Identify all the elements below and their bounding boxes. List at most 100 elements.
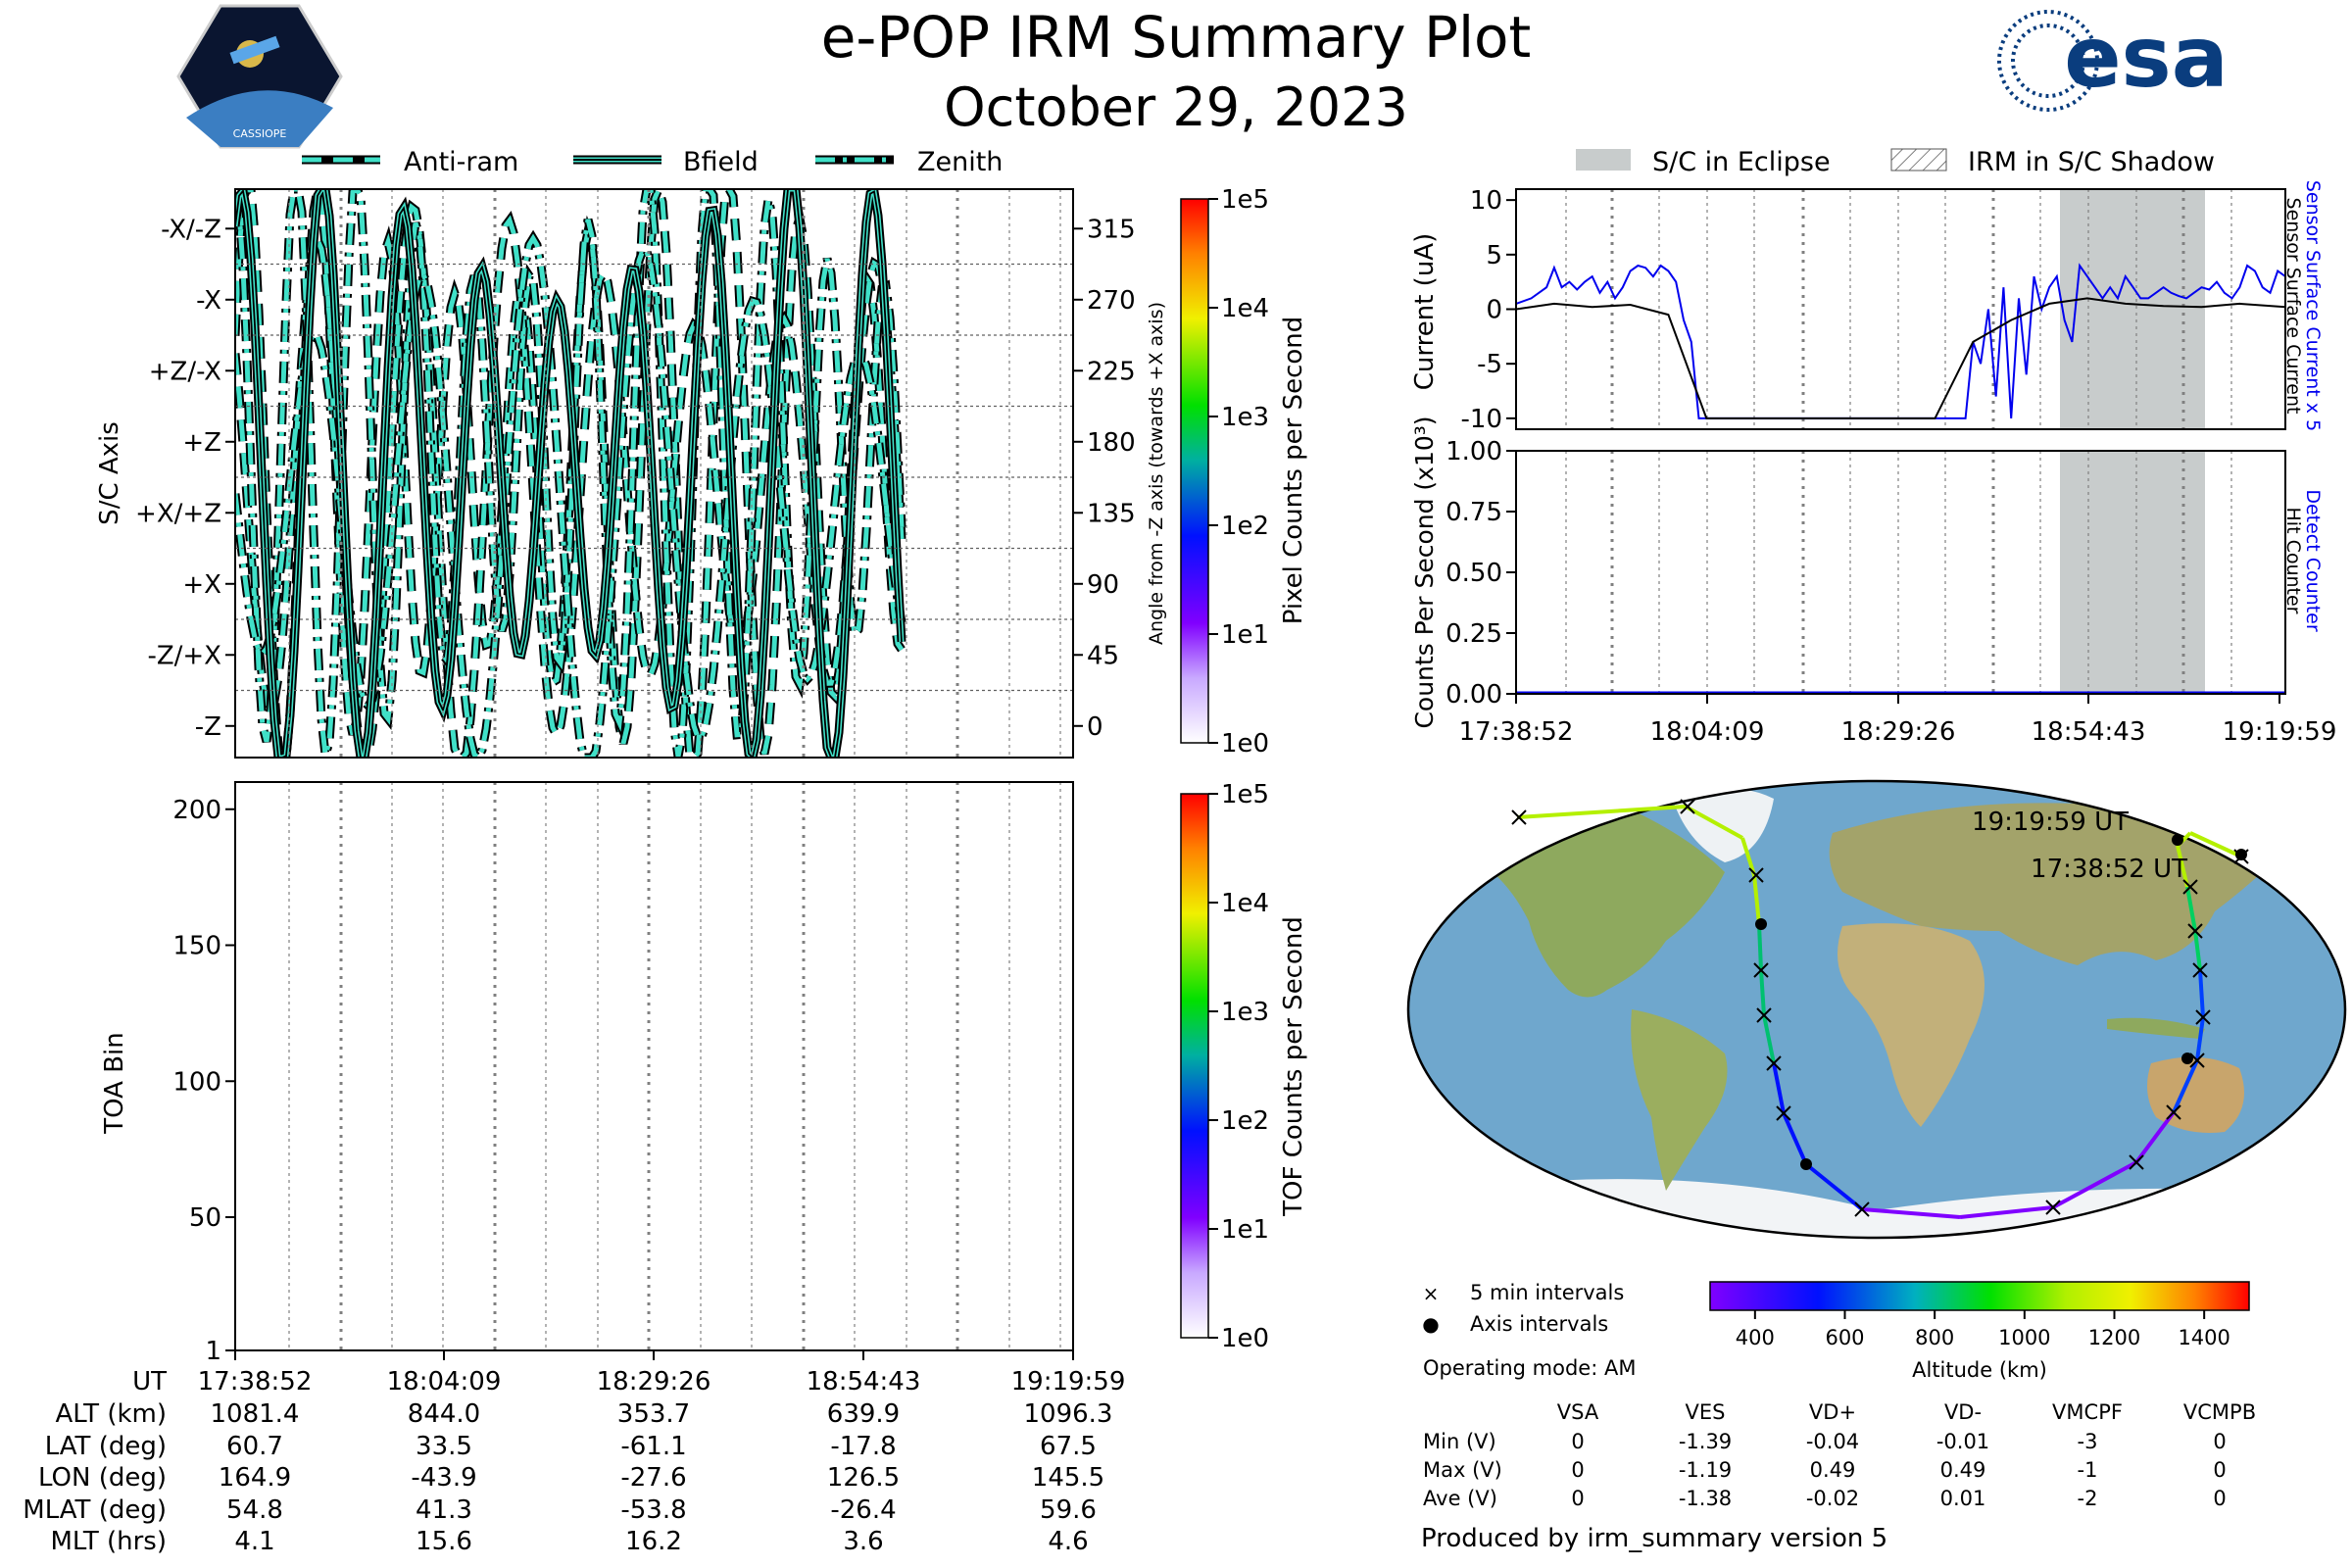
pixel-colorbar: 1e0 1e1 1e2 1e3 1e4 1e5 Pixel Counts per Seco… bbox=[1180, 185, 1308, 759]
ephemeris-cell: -53.8 bbox=[620, 1495, 686, 1525]
sc-axis-category-label: +Z bbox=[182, 428, 221, 458]
sc-axis-panel: -Z -Z/+X +X +X/+Z +Z +Z/-X -X -X/-Z 0 45 90 135 180… bbox=[95, 188, 1167, 759]
eclipse-legend: S/C in Eclipse IRM in S/C Shadow bbox=[1576, 147, 2215, 177]
colorbar-tick-label: 1e1 bbox=[1221, 620, 1269, 650]
voltage-table: VSA VES VD+ VD- VMCPF VCMPB Min (V) 0 -1.39 -0.04… bbox=[1423, 1400, 2256, 1510]
current-panel: 10 5 0 -5 -10 Current (uA) Sensor Surface Cu… bbox=[1410, 180, 2324, 434]
figure-date: October 29, 2023 bbox=[944, 76, 1408, 138]
sc-axis-category-label: -Z/+X bbox=[147, 641, 221, 670]
ephemeris-cell: 353.7 bbox=[617, 1399, 690, 1429]
orientation-legend: Anti-ram Bfield Zenith bbox=[302, 147, 1003, 177]
orbit-segment bbox=[1804, 1162, 1864, 1211]
ephemeris-cell: -27.6 bbox=[620, 1463, 686, 1493]
colorbar-tick-label: 1e3 bbox=[1221, 403, 1269, 432]
counts-ylabel: Counts Per Second (x10³) bbox=[1410, 416, 1439, 728]
legend-shadow: IRM in S/C Shadow bbox=[1968, 147, 2215, 177]
legend-eclipse: S/C in Eclipse bbox=[1652, 147, 1831, 177]
ephemeris-cell: 18:54:43 bbox=[807, 1367, 921, 1396]
colorbar-tick-label: 1e2 bbox=[1221, 512, 1269, 541]
ephemeris-cell: 3.6 bbox=[843, 1527, 883, 1556]
ephemeris-row-label: UT bbox=[132, 1367, 167, 1396]
five-min-marker bbox=[2129, 1154, 2144, 1170]
map-border bbox=[1406, 779, 2347, 1240]
toa-tick-label: 150 bbox=[172, 932, 221, 961]
sc-axis-category-label: +Z/-X bbox=[149, 357, 221, 386]
colorbar-tick-label: 1e0 bbox=[1221, 1324, 1269, 1353]
voltage-cell: -3 bbox=[2078, 1430, 2098, 1453]
voltage-cell: -1 bbox=[2078, 1458, 2098, 1482]
cassiope-logo: CASSIOPE bbox=[176, 4, 343, 149]
five-min-marker bbox=[1511, 809, 1527, 825]
sc-axis-category-label: -Z bbox=[195, 712, 221, 742]
current-tick-label: -10 bbox=[1461, 405, 1502, 434]
voltage-row-label: Ave (V) bbox=[1423, 1487, 1497, 1510]
ephemeris-cell: 33.5 bbox=[416, 1432, 472, 1461]
five-min-marker bbox=[1748, 867, 1764, 883]
sc-axis-ylabel: S/C Axis bbox=[95, 421, 124, 525]
sc-angle-tick-label: 0 bbox=[1087, 712, 1103, 742]
counts-tick-label: 0.50 bbox=[1446, 559, 1502, 588]
map-legend-dot-label: Axis intervals bbox=[1470, 1312, 1608, 1336]
orbit-segment bbox=[2185, 886, 2197, 932]
operating-mode: Operating mode: AM bbox=[1423, 1356, 1636, 1380]
counts-tick-label: 1.00 bbox=[1446, 437, 1502, 466]
eclipse-span-counts bbox=[2060, 451, 2205, 694]
sc-axis-category-label: -X bbox=[196, 286, 221, 316]
toa-tick-label: 1 bbox=[205, 1337, 221, 1366]
voltage-cell: 0 bbox=[2213, 1487, 2226, 1510]
toa-tick-label: 100 bbox=[172, 1067, 221, 1097]
voltage-cell: 0.01 bbox=[1940, 1487, 1986, 1510]
ephemeris-cell: 18:29:26 bbox=[597, 1367, 711, 1396]
voltage-cell: 0 bbox=[1571, 1487, 1584, 1510]
ephemeris-cell: 1096.3 bbox=[1024, 1399, 1113, 1429]
toa-frame bbox=[234, 781, 1074, 1351]
orbit-map: 19:19:59 UT 17:38:52 UT bbox=[1406, 779, 2347, 1240]
time-tick-label: 18:29:26 bbox=[1841, 717, 1956, 747]
time-tick-label: 18:04:09 bbox=[1650, 717, 1765, 747]
ephemeris-cell: 15.6 bbox=[416, 1527, 472, 1556]
ephemeris-row-label: MLT (hrs) bbox=[51, 1527, 168, 1556]
voltage-cell: -1.19 bbox=[1679, 1458, 1732, 1482]
sc-axis-category-label: +X/+Z bbox=[135, 499, 221, 528]
orbit-segment bbox=[1516, 805, 1687, 819]
ephemeris-row-label: MLAT (deg) bbox=[23, 1495, 167, 1525]
ephemeris-table: UT ALT (km) LAT (deg)LON (deg)MLAT (deg)ML… bbox=[23, 1367, 1125, 1556]
colorbar-tick-label: 1e1 bbox=[1221, 1215, 1269, 1245]
colorbar-tick-label: 1e0 bbox=[1221, 729, 1269, 759]
axis-interval-marker bbox=[2181, 1053, 2193, 1064]
altitude-colorbar-label: Altitude (km) bbox=[1912, 1358, 2047, 1382]
eclipse-span-current bbox=[2060, 189, 2205, 429]
toa-ylabel: TOA Bin bbox=[100, 1032, 129, 1134]
current-ylabel: Current (uA) bbox=[1410, 233, 1440, 390]
orbit-segment bbox=[2172, 1059, 2199, 1113]
orbit-segment bbox=[1752, 874, 1761, 925]
legend-anti-ram: Anti-ram bbox=[404, 147, 518, 177]
sc-angle-tick-label: 90 bbox=[1087, 570, 1119, 600]
voltage-cell: -0.02 bbox=[1806, 1487, 1859, 1510]
orbit-end-label: 19:19:59 UT bbox=[1972, 808, 2129, 837]
pixel-colorbar-label: Pixel Counts per Second bbox=[1279, 317, 1308, 625]
legend-zenith: Zenith bbox=[917, 147, 1003, 177]
orbit-segment bbox=[1772, 1062, 1786, 1114]
voltage-cell: -1.38 bbox=[1679, 1487, 1732, 1510]
voltage-row-label: Max (V) bbox=[1423, 1458, 1502, 1482]
axis-interval-marker bbox=[1800, 1158, 1812, 1170]
five-min-marker bbox=[2182, 879, 2198, 895]
esa-logo: esa bbox=[1997, 9, 2229, 112]
current-ylabel-right-2: Sensor Surface Current bbox=[2282, 198, 2304, 415]
current-tick-label: 10 bbox=[1470, 186, 1502, 216]
ephemeris-cell: 164.9 bbox=[219, 1463, 291, 1493]
counts-tick-label: 0.00 bbox=[1446, 680, 1502, 710]
esa-logo-text: esa bbox=[2064, 9, 2229, 107]
current-ylabel-right-1: Sensor Surface Current x 5 bbox=[2302, 180, 2324, 431]
orbit-segment bbox=[1959, 1205, 2054, 1219]
voltage-header: VCMPB bbox=[2183, 1400, 2256, 1424]
legend-bfield: Bfield bbox=[683, 147, 759, 177]
orbit-segment bbox=[2198, 969, 2205, 1018]
altitude-tick-label: 800 bbox=[1915, 1326, 1954, 1349]
map-south-america bbox=[1631, 1009, 1728, 1191]
tof-colorbar: 1e0 1e1 1e2 1e3 1e4 1e5 TOF Counts per Second bbox=[1180, 780, 1308, 1353]
ephemeris-cell: 60.7 bbox=[226, 1432, 283, 1461]
footer-credit: Produced by irm_summary version 5 bbox=[1421, 1524, 1887, 1553]
